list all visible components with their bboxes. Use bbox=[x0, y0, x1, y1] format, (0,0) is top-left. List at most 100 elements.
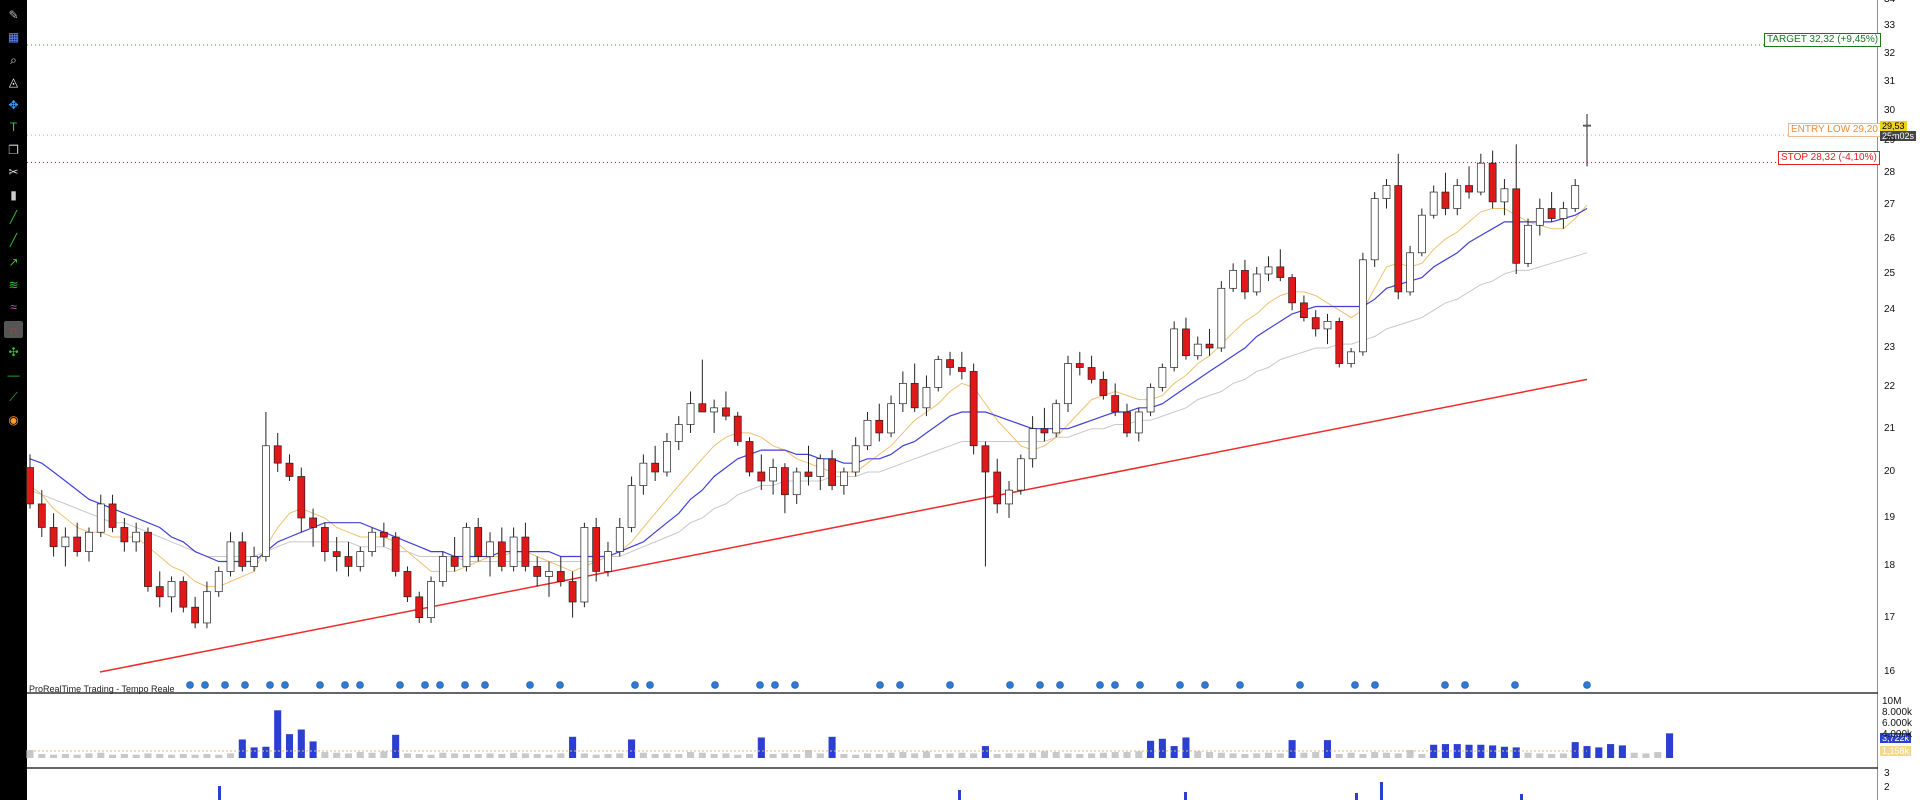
candle-body bbox=[1052, 403, 1061, 434]
candle-body bbox=[191, 606, 200, 624]
candle-body bbox=[580, 527, 589, 603]
price-tick-label: 20 bbox=[1884, 466, 1896, 477]
volume-bar bbox=[1654, 752, 1662, 758]
volume-bar bbox=[297, 729, 305, 758]
event-marker bbox=[241, 681, 249, 689]
volume-bar bbox=[734, 754, 742, 758]
segment-icon[interactable]: ╱ bbox=[9, 232, 18, 247]
candle-body bbox=[427, 581, 435, 619]
candle-body bbox=[144, 531, 152, 587]
volume-bar bbox=[1040, 751, 1048, 758]
volume-bar bbox=[50, 754, 58, 758]
line-icon[interactable]: ╱ bbox=[9, 210, 18, 224]
color-wheel-icon[interactable]: ◉ bbox=[8, 412, 19, 427]
candle-body bbox=[981, 445, 990, 473]
pattern-icon[interactable]: ≈ bbox=[10, 300, 17, 314]
copy-icon[interactable]: ❐ bbox=[8, 142, 19, 157]
volume-bar bbox=[1583, 746, 1591, 758]
volume-bar bbox=[1335, 754, 1343, 758]
candle-body bbox=[250, 556, 259, 567]
entry-label[interactable]: ENTRY LOW 29,20 bbox=[1788, 123, 1881, 137]
volume-bar bbox=[663, 753, 671, 758]
magnet-icon[interactable]: ∩ bbox=[4, 321, 23, 338]
volume-bar bbox=[1323, 740, 1332, 758]
price-tick-label: 28 bbox=[1884, 166, 1896, 178]
price-tick-label: 19 bbox=[1884, 511, 1896, 523]
volume-bar bbox=[179, 754, 187, 758]
volume-bar bbox=[1276, 753, 1284, 758]
volume-bar bbox=[392, 734, 400, 758]
volume-bar bbox=[722, 753, 730, 758]
candle-body bbox=[356, 551, 365, 567]
volume-bar bbox=[1288, 740, 1296, 758]
volume-tick-label: 4.000k bbox=[1882, 729, 1913, 740]
volume-bar bbox=[486, 753, 494, 758]
price-axis bbox=[1878, 0, 1920, 800]
candle-body bbox=[1158, 367, 1167, 388]
volume-bar bbox=[981, 746, 989, 758]
candle-body bbox=[273, 445, 282, 464]
candle-body bbox=[1087, 367, 1096, 380]
volume-bar bbox=[1029, 752, 1037, 758]
bell-icon[interactable]: ◬ bbox=[8, 75, 19, 89]
pencil-icon[interactable]: ✎ bbox=[8, 7, 19, 22]
candle-body bbox=[1229, 270, 1238, 289]
price-tick-label: 31 bbox=[1884, 75, 1896, 87]
arrow-line-icon[interactable]: ↗ bbox=[8, 255, 19, 269]
volume-bar bbox=[97, 752, 105, 758]
candle-body bbox=[910, 383, 919, 409]
candle-body bbox=[556, 571, 565, 582]
candle-body bbox=[615, 527, 624, 552]
volume-bar bbox=[1147, 740, 1155, 758]
volume-bar bbox=[1076, 754, 1084, 758]
nodes-icon[interactable]: ✣ bbox=[8, 345, 19, 359]
candle-body bbox=[1134, 411, 1143, 434]
candle-body bbox=[1075, 363, 1084, 368]
candle-body bbox=[438, 556, 447, 582]
volume-bar bbox=[1630, 752, 1638, 758]
volume-bar bbox=[1477, 744, 1485, 758]
candle-body bbox=[1123, 411, 1131, 434]
event-marker bbox=[1236, 681, 1244, 689]
ruler-icon[interactable]: ⟋ bbox=[9, 390, 18, 404]
volume-bar bbox=[1394, 753, 1402, 758]
candle-body bbox=[1241, 270, 1249, 293]
zoom-icon[interactable]: ⌕ bbox=[10, 52, 17, 67]
price-tick-label: 22 bbox=[1884, 381, 1896, 393]
dash-icon[interactable]: — bbox=[7, 367, 20, 382]
candle-body bbox=[969, 371, 978, 447]
candle-body bbox=[1146, 387, 1155, 413]
trash-icon[interactable]: ▮ bbox=[10, 187, 17, 202]
move-icon[interactable]: ✥ bbox=[8, 97, 19, 112]
text-icon[interactable]: T bbox=[9, 120, 18, 134]
candle-body bbox=[769, 467, 778, 482]
indicator-tick-label: 3 bbox=[1884, 768, 1890, 779]
candle-body bbox=[1288, 277, 1297, 304]
volume-bar bbox=[1217, 752, 1225, 758]
price-tick-label: 30 bbox=[1884, 105, 1896, 116]
candle-body bbox=[663, 441, 671, 473]
candle-body bbox=[568, 581, 577, 603]
volume-bar bbox=[675, 754, 683, 758]
candle-body bbox=[604, 551, 612, 572]
candle-body bbox=[934, 359, 943, 388]
candle-body bbox=[1382, 185, 1391, 199]
candle-body bbox=[722, 407, 730, 417]
volume-bar bbox=[1559, 753, 1567, 758]
candle-body bbox=[1335, 321, 1344, 364]
candle-body bbox=[509, 536, 518, 567]
volume-bar bbox=[26, 750, 34, 758]
stop-label[interactable]: STOP 28,32 (-4,10%) bbox=[1778, 151, 1880, 165]
volume-bar bbox=[144, 753, 152, 758]
layout-icon[interactable]: ▦ bbox=[7, 30, 20, 44]
wrench-icon[interactable]: ✂ bbox=[8, 165, 19, 179]
price-tick-label: 16 bbox=[1884, 666, 1896, 677]
volume-bar bbox=[380, 751, 388, 758]
channel-icon[interactable]: ≋ bbox=[8, 277, 19, 292]
target-label[interactable]: TARGET 32,32 (+9,45%) bbox=[1764, 33, 1882, 47]
volume-bar bbox=[262, 746, 270, 758]
candle-body bbox=[1205, 343, 1214, 349]
volume-bar bbox=[462, 754, 470, 758]
volume-bar bbox=[1099, 752, 1107, 758]
